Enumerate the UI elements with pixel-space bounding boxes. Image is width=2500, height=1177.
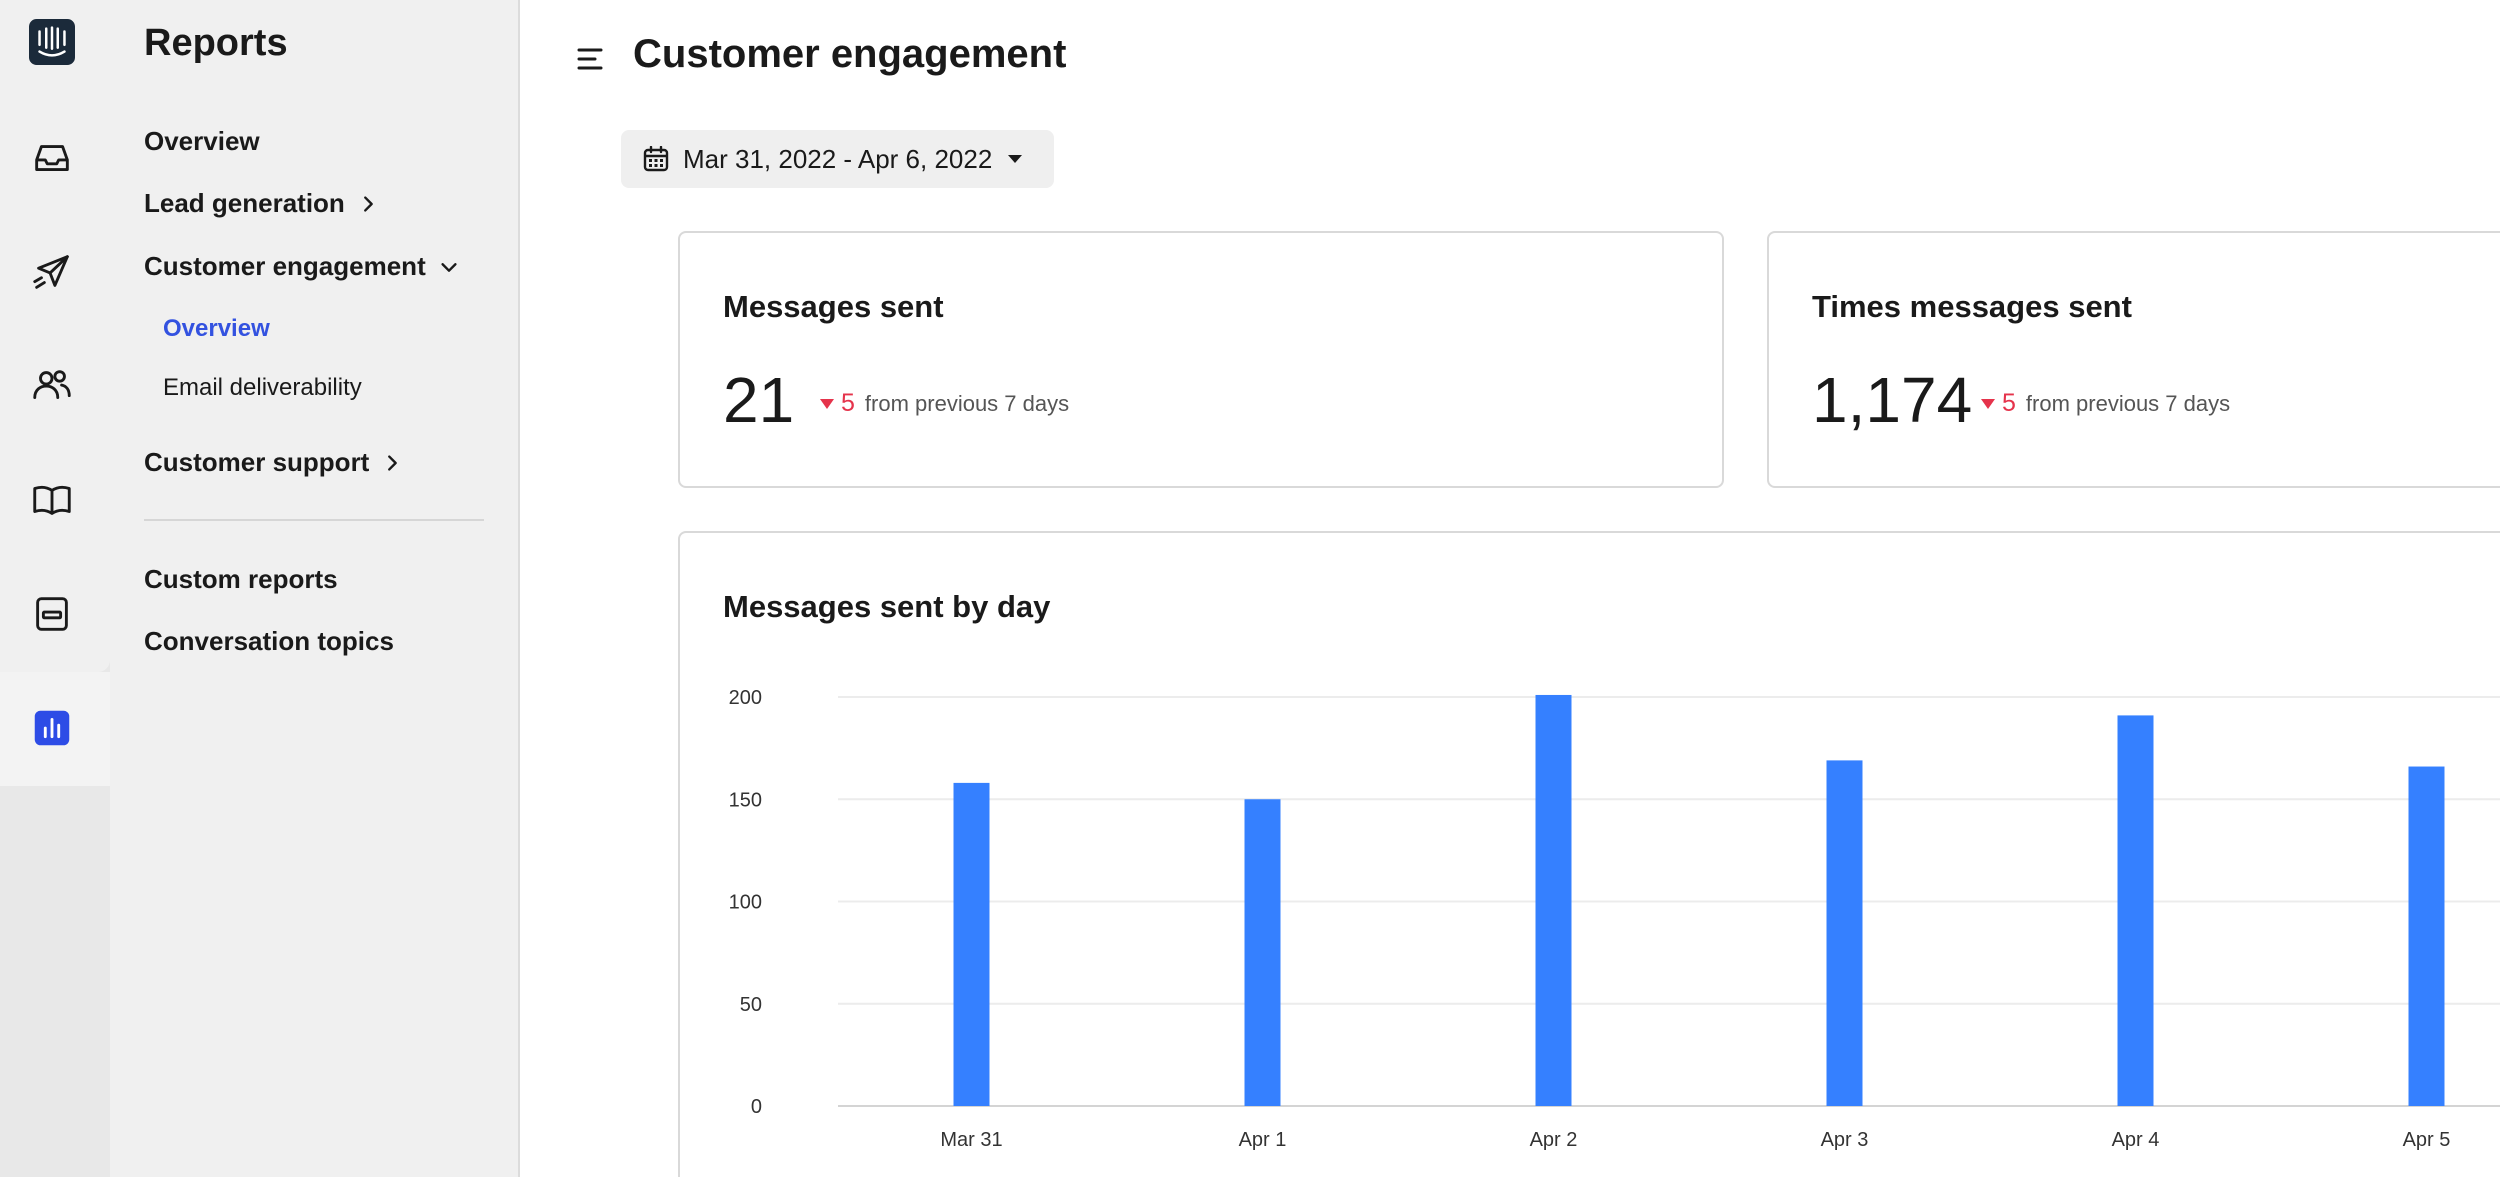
metric-value: 1,174 [1812, 364, 1973, 436]
articles-book-icon[interactable] [20, 468, 84, 532]
metric-value: 21 [723, 364, 795, 436]
delta-text: from previous 7 days [864, 390, 1070, 416]
y-tick-label: 0 [751, 1096, 762, 1118]
nav-item-overview[interactable]: Overview [144, 126, 260, 157]
hamburger-menu-icon[interactable] [576, 44, 606, 74]
chart-title: Messages sent by day [723, 589, 1051, 624]
x-tick-label: Apr 1 [1239, 1129, 1287, 1151]
y-tick-label: 150 [729, 789, 762, 811]
bar[interactable] [953, 782, 990, 1106]
chevron-right-icon [363, 195, 373, 212]
bar[interactable] [1826, 760, 1863, 1106]
metric-delta: 5 from previous 7 days [819, 389, 1069, 418]
caret-down-icon [1008, 155, 1023, 163]
nav-item-label: Conversation topics [144, 626, 394, 656]
contacts-people-icon[interactable] [20, 354, 84, 418]
bar[interactable] [1244, 799, 1281, 1106]
main-content: Customer engagement Mar 31, 2022 - Apr 6… [520, 0, 2500, 1177]
chevron-right-icon [388, 454, 398, 471]
nav-subitem-email-deliverability[interactable]: Email deliverability [163, 374, 362, 401]
delta-text: from previous 7 days [2025, 390, 2231, 416]
x-tick-label: Apr 3 [1821, 1129, 1869, 1151]
card-title: Messages sent [723, 289, 944, 324]
nav-item-label: Lead generation [144, 188, 345, 218]
nav-item-customer-engagement[interactable]: Customer engagement [144, 251, 460, 282]
chevron-down-icon [441, 262, 457, 272]
down-triangle-icon [820, 398, 834, 409]
down-triangle-icon [1981, 398, 1995, 409]
calendar-icon [643, 146, 669, 172]
nav-item-custom-reports[interactable]: Custom reports [144, 564, 338, 595]
x-tick-label: Apr 4 [2112, 1129, 2160, 1151]
x-tick-label: Apr 2 [1530, 1129, 1578, 1151]
y-tick-label: 50 [740, 994, 762, 1016]
messenger-icon[interactable] [20, 582, 84, 646]
y-tick-label: 200 [729, 687, 762, 709]
bar[interactable] [2408, 766, 2445, 1106]
nav-subitem-overview[interactable]: Overview [163, 315, 270, 342]
nav-item-conversation-topics[interactable]: Conversation topics [144, 626, 394, 657]
nav-item-customer-support[interactable]: Customer support [144, 447, 403, 478]
bar[interactable] [1535, 694, 1572, 1106]
icon-rail [0, 0, 110, 1177]
page-title: Customer engagement [633, 32, 1067, 76]
card-title: Times messages sent [1812, 289, 2132, 324]
times-messages-sent-card: Times messages sent 1,174 5 from previou… [1767, 231, 2500, 488]
messages-sent-card: Messages sent 21 5 from previous 7 days [678, 231, 1724, 488]
nav-item-label: Custom reports [144, 564, 338, 594]
x-tick-label: Apr 5 [2403, 1129, 2451, 1151]
y-tick-label: 100 [729, 892, 762, 914]
nav-divider [144, 519, 484, 521]
outbound-paper-plane-icon[interactable] [20, 240, 84, 304]
nav-item-label: Customer engagement [144, 251, 426, 281]
date-range-picker[interactable]: Mar 31, 2022 - Apr 6, 2022 [621, 130, 1054, 188]
inbox-icon[interactable] [20, 126, 84, 190]
x-tick-label: Mar 31 [940, 1129, 1002, 1151]
reports-nav-panel: Reports Overview Lead generation Custome… [110, 0, 520, 1177]
bar[interactable] [2117, 715, 2154, 1106]
metric-delta: 5 from previous 7 days [1980, 389, 2230, 418]
nav-item-label: Customer support [144, 447, 370, 477]
date-range-label: Mar 31, 2022 - Apr 6, 2022 [683, 143, 993, 174]
reports-chart-icon[interactable] [20, 696, 84, 760]
messages-by-day-chart: 0 50 100 150 200 Mar 31 Apr 1 Apr 2 Apr 3 Apr 4 Ap… [729, 687, 2500, 1151]
delta-value: 5 [2002, 389, 2016, 417]
delta-value: 5 [841, 389, 855, 417]
icon-rail-top [0, 0, 110, 672]
nav-item-label: Overview [144, 126, 260, 156]
messages-by-day-card: Messages sent by day 0 50 100 150 200 Mar 31 A… [678, 531, 2500, 1177]
nav-item-lead-generation[interactable]: Lead generation [144, 188, 379, 219]
nav-title: Reports [144, 22, 288, 64]
intercom-logo-icon[interactable] [20, 10, 84, 74]
